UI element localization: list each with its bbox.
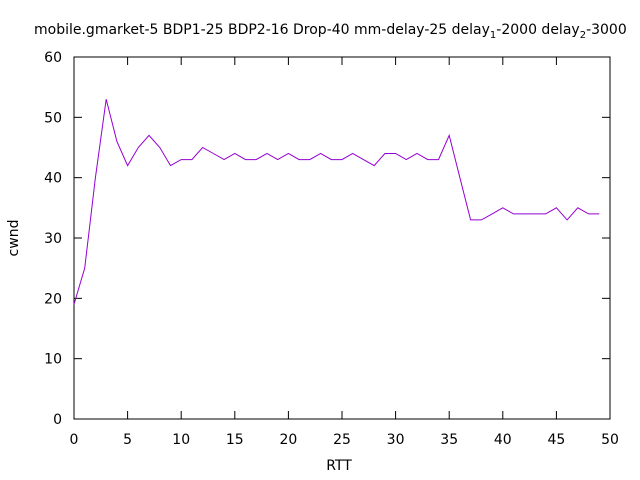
chart-title-sub2: 2 [580,30,586,41]
x-tick-label: 25 [333,432,351,448]
chart-title-tail: -3000 [586,22,627,38]
x-axis-label: RTT [326,458,352,474]
cwnd-series-line [73,99,600,305]
y-tick-label: 60 [44,50,62,66]
chart-title-mid: -2000 delay [496,22,579,38]
y-tick-label: 10 [44,352,62,368]
x-tick-label: 0 [70,432,79,448]
y-tick-label: 0 [53,412,62,428]
x-tick-label: 15 [226,432,244,448]
chart-title: mobile.gmarket-5 BDP1-25 BDP2-16 Drop-40… [34,22,627,41]
x-tick-label: 5 [123,432,132,448]
y-tick-label: 20 [44,291,62,307]
x-tick-label: 10 [172,432,190,448]
x-tick-label: 45 [547,432,565,448]
y-tick-label: 50 [44,110,62,126]
x-tick-label: 40 [494,432,512,448]
x-tick-label: 35 [440,432,458,448]
chart-title-main: mobile.gmarket-5 BDP1-25 BDP2-16 Drop-40… [34,22,490,38]
y-axis-label: cwnd [6,220,22,257]
plot-area-frame [73,56,611,420]
y-tick-label: 40 [44,171,62,187]
y-tick-label: 30 [44,231,62,247]
axis-ticks: 0 5 10 15 20 25 30 35 40 45 50 0 10 20 30 40 50 60 [44,50,619,448]
x-tick-label: 30 [387,432,405,448]
x-tick-label: 50 [601,432,619,448]
x-tick-label: 20 [279,432,297,448]
chart-title-sub1: 1 [490,30,496,41]
